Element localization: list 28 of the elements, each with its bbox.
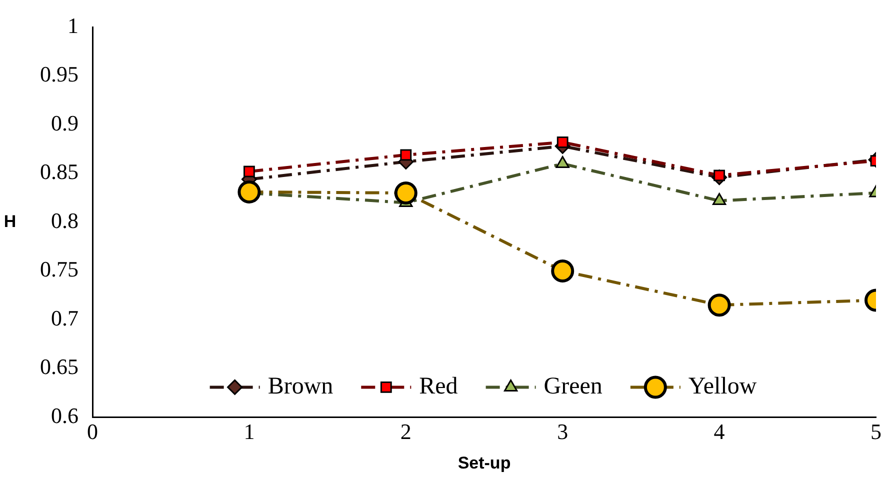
y-tick-label: 0.8	[51, 208, 78, 233]
x-axis-title: Set-up	[458, 453, 511, 472]
y-tick-label: 0.7	[51, 305, 78, 330]
x-tick-label: 1	[244, 419, 255, 444]
point	[556, 136, 568, 148]
y-tick-label: 0.9	[51, 110, 78, 136]
x-tick-label: 2	[400, 419, 412, 444]
x-tick-label: 4	[714, 419, 725, 444]
y-tick-label: 0.85	[40, 159, 78, 184]
point	[244, 166, 255, 178]
y-axis-title: H	[4, 212, 16, 231]
y-tick-label: 0.65	[40, 354, 78, 380]
point	[708, 294, 731, 317]
x-tick-label: 5	[870, 419, 882, 444]
x-tick-label: 0	[87, 419, 98, 444]
y-tick-label: 1	[68, 12, 78, 38]
point	[238, 180, 261, 204]
point	[551, 259, 574, 282]
legend-label: Yellow	[688, 373, 758, 400]
legend-label: Brown	[268, 373, 334, 400]
point	[400, 149, 412, 161]
y-tick-label: 0.75	[40, 256, 78, 282]
y-tick-label: 0.6	[51, 402, 78, 428]
point	[394, 181, 418, 204]
legend-label: Red	[419, 373, 458, 400]
legend-label: Green	[544, 373, 602, 400]
y-tick-label: 0.95	[40, 62, 78, 87]
x-tick-label: 3	[557, 419, 568, 444]
